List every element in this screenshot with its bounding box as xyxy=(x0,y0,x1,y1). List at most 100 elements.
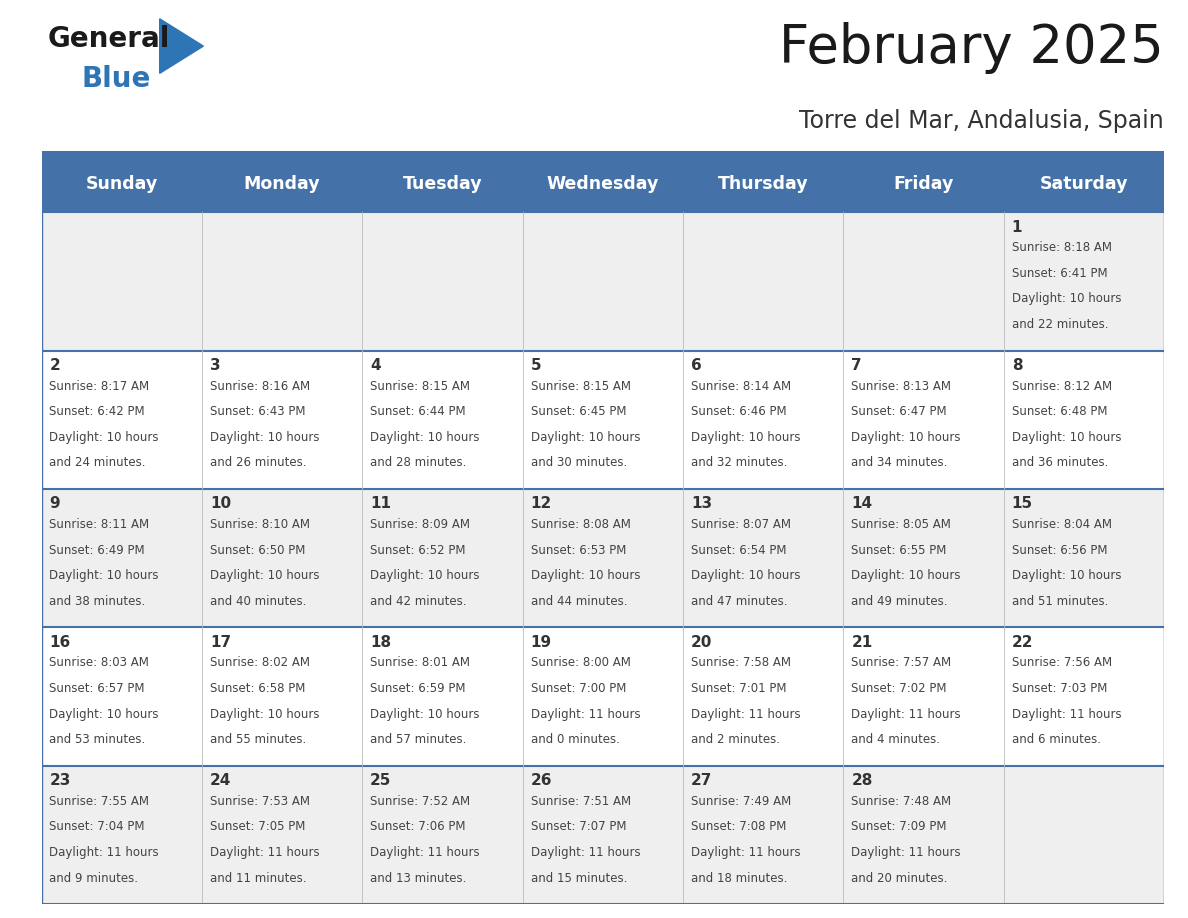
Text: Sunset: 7:04 PM: Sunset: 7:04 PM xyxy=(50,821,145,834)
Text: Sunset: 6:52 PM: Sunset: 6:52 PM xyxy=(371,543,466,556)
Text: Sunrise: 7:48 AM: Sunrise: 7:48 AM xyxy=(852,795,952,808)
Text: Monday: Monday xyxy=(244,175,321,193)
Text: Sunset: 6:50 PM: Sunset: 6:50 PM xyxy=(210,543,305,556)
Text: Saturday: Saturday xyxy=(1040,175,1129,193)
Text: and 15 minutes.: and 15 minutes. xyxy=(531,871,627,885)
Text: 28: 28 xyxy=(852,773,873,789)
Text: 23: 23 xyxy=(50,773,71,789)
Bar xyxy=(42,351,1164,489)
Text: Daylight: 10 hours: Daylight: 10 hours xyxy=(371,708,480,721)
Bar xyxy=(42,766,1164,904)
Text: 24: 24 xyxy=(210,773,232,789)
Text: and 18 minutes.: and 18 minutes. xyxy=(691,871,788,885)
Text: and 28 minutes.: and 28 minutes. xyxy=(371,456,467,469)
Text: 16: 16 xyxy=(50,635,71,650)
Text: Sunset: 7:06 PM: Sunset: 7:06 PM xyxy=(371,821,466,834)
Text: Daylight: 11 hours: Daylight: 11 hours xyxy=(50,846,159,859)
Text: Sunrise: 8:12 AM: Sunrise: 8:12 AM xyxy=(1012,379,1112,393)
Text: 13: 13 xyxy=(691,497,712,511)
Text: and 20 minutes.: and 20 minutes. xyxy=(852,871,948,885)
Text: and 34 minutes.: and 34 minutes. xyxy=(852,456,948,469)
Text: Sunset: 6:59 PM: Sunset: 6:59 PM xyxy=(371,682,466,695)
Text: 19: 19 xyxy=(531,635,551,650)
Text: 22: 22 xyxy=(1012,635,1034,650)
Text: Sunset: 7:00 PM: Sunset: 7:00 PM xyxy=(531,682,626,695)
Text: Sunrise: 7:49 AM: Sunrise: 7:49 AM xyxy=(691,795,791,808)
Text: 10: 10 xyxy=(210,497,230,511)
Text: Sunrise: 8:08 AM: Sunrise: 8:08 AM xyxy=(531,518,631,531)
Text: and 47 minutes.: and 47 minutes. xyxy=(691,595,788,608)
Text: Thursday: Thursday xyxy=(718,175,809,193)
Text: 15: 15 xyxy=(1012,497,1032,511)
Text: Daylight: 11 hours: Daylight: 11 hours xyxy=(852,846,961,859)
Text: Sunset: 7:07 PM: Sunset: 7:07 PM xyxy=(531,821,626,834)
Text: Daylight: 10 hours: Daylight: 10 hours xyxy=(531,569,640,582)
Bar xyxy=(42,627,1164,766)
Text: and 40 minutes.: and 40 minutes. xyxy=(210,595,307,608)
Text: Sunrise: 8:01 AM: Sunrise: 8:01 AM xyxy=(371,656,470,669)
Text: Daylight: 10 hours: Daylight: 10 hours xyxy=(1012,292,1121,306)
Text: 6: 6 xyxy=(691,358,702,373)
Bar xyxy=(42,212,1164,351)
Text: and 9 minutes.: and 9 minutes. xyxy=(50,871,139,885)
Text: Sunset: 6:41 PM: Sunset: 6:41 PM xyxy=(1012,267,1107,280)
Text: Daylight: 10 hours: Daylight: 10 hours xyxy=(691,431,801,443)
Text: Sunset: 6:57 PM: Sunset: 6:57 PM xyxy=(50,682,145,695)
Bar xyxy=(42,489,1164,627)
Text: Sunrise: 8:05 AM: Sunrise: 8:05 AM xyxy=(852,518,952,531)
Text: 7: 7 xyxy=(852,358,862,373)
Text: Daylight: 10 hours: Daylight: 10 hours xyxy=(50,708,159,721)
Text: and 51 minutes.: and 51 minutes. xyxy=(1012,595,1108,608)
Text: Sunset: 7:02 PM: Sunset: 7:02 PM xyxy=(852,682,947,695)
Text: Daylight: 11 hours: Daylight: 11 hours xyxy=(531,846,640,859)
Text: and 36 minutes.: and 36 minutes. xyxy=(1012,456,1108,469)
Text: Sunset: 6:58 PM: Sunset: 6:58 PM xyxy=(210,682,305,695)
Text: 4: 4 xyxy=(371,358,381,373)
Text: General: General xyxy=(48,25,170,53)
Text: 18: 18 xyxy=(371,635,391,650)
Text: and 0 minutes.: and 0 minutes. xyxy=(531,733,619,746)
Text: and 22 minutes.: and 22 minutes. xyxy=(1012,318,1108,330)
Text: and 26 minutes.: and 26 minutes. xyxy=(210,456,307,469)
Text: Daylight: 11 hours: Daylight: 11 hours xyxy=(531,708,640,721)
Text: Tuesday: Tuesday xyxy=(403,175,482,193)
Text: and 2 minutes.: and 2 minutes. xyxy=(691,733,781,746)
Text: and 57 minutes.: and 57 minutes. xyxy=(371,733,467,746)
Text: Sunrise: 8:15 AM: Sunrise: 8:15 AM xyxy=(531,379,631,393)
Text: 26: 26 xyxy=(531,773,552,789)
Text: Daylight: 10 hours: Daylight: 10 hours xyxy=(691,569,801,582)
Text: Sunrise: 8:04 AM: Sunrise: 8:04 AM xyxy=(1012,518,1112,531)
Text: Sunset: 6:44 PM: Sunset: 6:44 PM xyxy=(371,405,466,418)
Text: Sunrise: 8:11 AM: Sunrise: 8:11 AM xyxy=(50,518,150,531)
Text: Sunset: 7:03 PM: Sunset: 7:03 PM xyxy=(1012,682,1107,695)
Text: and 55 minutes.: and 55 minutes. xyxy=(210,733,307,746)
Text: Sunrise: 8:17 AM: Sunrise: 8:17 AM xyxy=(50,379,150,393)
Text: Daylight: 11 hours: Daylight: 11 hours xyxy=(691,846,801,859)
Text: Daylight: 10 hours: Daylight: 10 hours xyxy=(50,431,159,443)
Text: Sunset: 6:53 PM: Sunset: 6:53 PM xyxy=(531,543,626,556)
Text: and 4 minutes.: and 4 minutes. xyxy=(852,733,941,746)
Text: Sunrise: 7:52 AM: Sunrise: 7:52 AM xyxy=(371,795,470,808)
Text: 5: 5 xyxy=(531,358,542,373)
Text: Sunset: 6:48 PM: Sunset: 6:48 PM xyxy=(1012,405,1107,418)
Text: 27: 27 xyxy=(691,773,713,789)
Text: Sunset: 7:08 PM: Sunset: 7:08 PM xyxy=(691,821,786,834)
Text: 17: 17 xyxy=(210,635,230,650)
Text: 9: 9 xyxy=(50,497,61,511)
Text: Daylight: 10 hours: Daylight: 10 hours xyxy=(852,569,961,582)
Text: Sunset: 6:43 PM: Sunset: 6:43 PM xyxy=(210,405,305,418)
Text: Daylight: 10 hours: Daylight: 10 hours xyxy=(1012,569,1121,582)
Text: Daylight: 10 hours: Daylight: 10 hours xyxy=(210,708,320,721)
Text: Sunday: Sunday xyxy=(86,175,158,193)
Text: and 42 minutes.: and 42 minutes. xyxy=(371,595,467,608)
Text: Sunrise: 8:14 AM: Sunrise: 8:14 AM xyxy=(691,379,791,393)
Text: Daylight: 10 hours: Daylight: 10 hours xyxy=(371,569,480,582)
Text: Sunset: 6:46 PM: Sunset: 6:46 PM xyxy=(691,405,786,418)
Text: Sunrise: 8:00 AM: Sunrise: 8:00 AM xyxy=(531,656,631,669)
Text: Sunset: 6:55 PM: Sunset: 6:55 PM xyxy=(852,543,947,556)
Text: 20: 20 xyxy=(691,635,713,650)
Text: 25: 25 xyxy=(371,773,392,789)
Text: Sunrise: 8:18 AM: Sunrise: 8:18 AM xyxy=(1012,241,1112,254)
Text: Sunrise: 7:58 AM: Sunrise: 7:58 AM xyxy=(691,656,791,669)
Text: Sunrise: 7:57 AM: Sunrise: 7:57 AM xyxy=(852,656,952,669)
